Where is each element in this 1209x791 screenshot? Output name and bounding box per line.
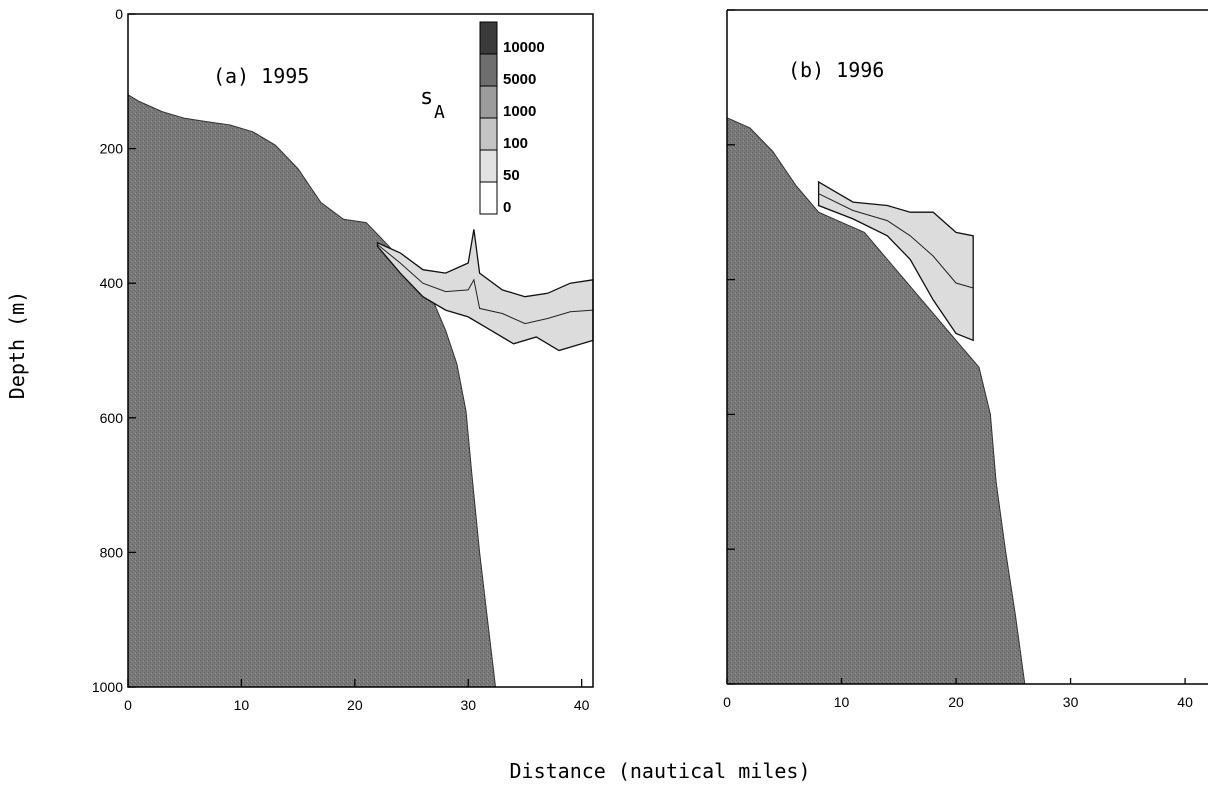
panel-a-frame <box>127 13 594 688</box>
panel-a-label: (a) 1995 <box>213 64 309 88</box>
legend-label: 5000 <box>503 71 536 88</box>
legend-label: 100 <box>503 135 528 152</box>
y-tick-label: 0 <box>115 6 123 22</box>
legend-label: 50 <box>503 167 520 184</box>
x-tick-label: 10 <box>834 694 850 710</box>
legend-swatch <box>479 53 498 87</box>
legend-title-sub: A <box>434 102 445 123</box>
panel-b-axes: 0 10 20 30 40 <box>723 9 1208 710</box>
legend-swatch <box>479 85 498 119</box>
x-tick-label: 0 <box>124 697 132 713</box>
y-tick-label: 600 <box>100 410 124 426</box>
y-tick-label: 400 <box>100 275 124 291</box>
y-tick-label: 200 <box>100 141 124 157</box>
panel-a-backscatter-contour <box>377 244 594 325</box>
legend: s A 10000 5000 1000 100 50 0 <box>420 21 545 216</box>
x-tick-label: 20 <box>347 697 363 713</box>
panel-b-backscatter-band <box>817 180 974 342</box>
legend-swatch <box>479 149 498 183</box>
panel-b-backscatter-layer <box>817 180 974 342</box>
panel-b: 0 10 20 30 40 (b) 1996 <box>723 9 1208 710</box>
legend-label: 1000 <box>503 103 536 120</box>
legend-swatch <box>479 181 498 215</box>
x-tick-label: 10 <box>234 697 250 713</box>
x-tick-label: 40 <box>574 697 590 713</box>
panel-b-bottom-fill <box>726 117 1026 685</box>
x-tick-label: 20 <box>948 694 964 710</box>
x-tick-label: 30 <box>460 697 476 713</box>
legend-swatch <box>479 117 498 151</box>
legend-title-main: s <box>420 85 433 110</box>
legend-label: 10000 <box>503 39 545 56</box>
panel-a-seabed-area <box>127 93 497 688</box>
legend-label: 0 <box>503 199 511 216</box>
y-tick-label: 800 <box>100 544 124 560</box>
panel-a-bottom-fill <box>127 93 497 688</box>
legend-swatch <box>479 21 498 55</box>
y-tick-label: 1000 <box>92 679 123 695</box>
x-tick-label: 30 <box>1063 694 1079 710</box>
y-axis-title: Depth (m) <box>5 291 29 399</box>
x-axis-title: Distance (nautical miles) <box>509 759 810 783</box>
panel-b-label: (b) 1996 <box>788 58 884 82</box>
panel-b-seabed-area <box>726 117 1026 685</box>
panel-b-backscatter-contour <box>818 193 974 289</box>
x-tick-label: 0 <box>723 694 731 710</box>
x-tick-label: 40 <box>1177 694 1193 710</box>
